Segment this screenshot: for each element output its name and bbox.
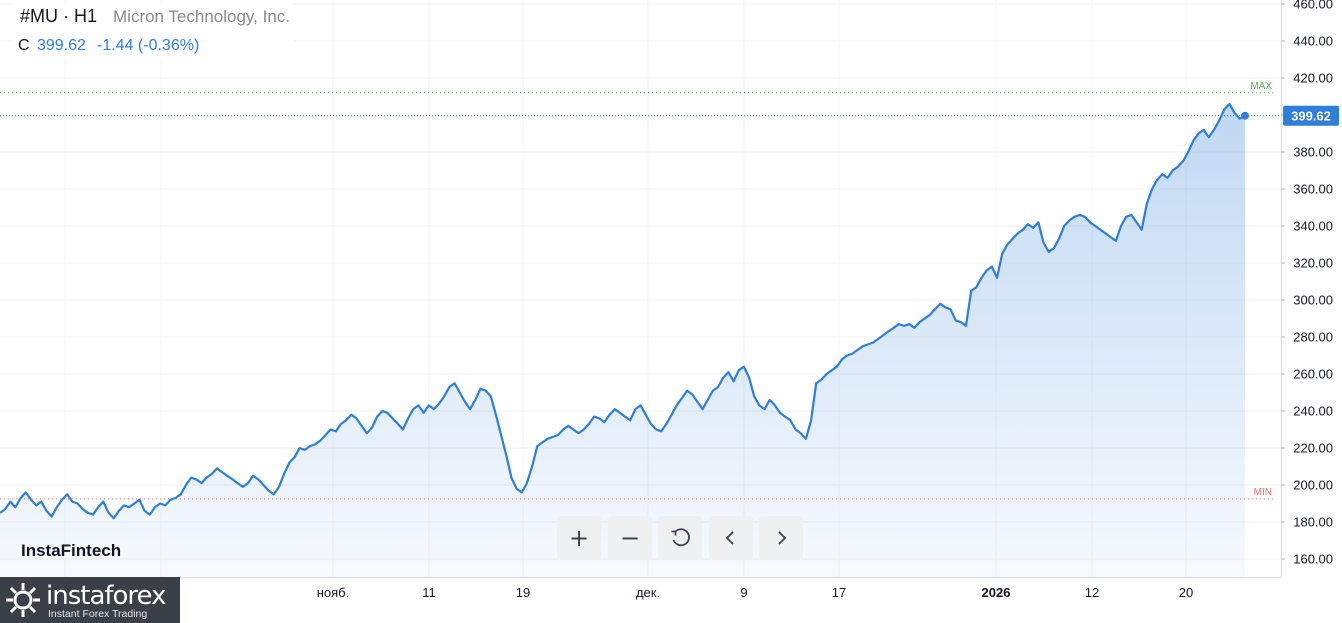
- symbol-legend: #MU · H1 Micron Technology, Inc. C 399.6…: [12, 2, 294, 60]
- x-tick-label: 9: [740, 585, 747, 600]
- y-tick-label: 160.00: [1293, 552, 1333, 567]
- company-name: Micron Technology, Inc.: [113, 7, 291, 26]
- y-tick-label: 440.00: [1293, 34, 1333, 49]
- scroll-back-button[interactable]: [709, 516, 753, 560]
- reset-button[interactable]: [658, 516, 702, 560]
- scroll-forward-button[interactable]: [759, 516, 803, 560]
- y-axis: 160.00 180.00 200.00 220.00 240.00 260.00 280.…: [1281, 0, 1333, 567]
- reference-lines: MAX MIN: [0, 81, 1281, 500]
- last-price-badge: [1283, 105, 1339, 126]
- chevron-right-icon: [778, 531, 787, 545]
- chevron-left-icon: [725, 531, 734, 545]
- logo-wordmark: instaforex: [46, 581, 166, 611]
- close-label: C: [18, 37, 30, 54]
- y-tick-label: 180.00: [1293, 515, 1333, 530]
- last-price-dot: [1241, 111, 1249, 120]
- x-tick-label: 11: [422, 585, 436, 600]
- x-tick-label: нояб.: [317, 585, 350, 600]
- max-label: MAX: [1250, 81, 1272, 92]
- min-label: MIN: [1254, 487, 1272, 498]
- zoom-in-button[interactable]: +: [557, 516, 601, 560]
- symbol-label: #MU · H1: [20, 6, 98, 26]
- price-area: [0, 103, 1245, 578]
- x-tick-label: 2026: [982, 585, 1011, 600]
- instaforex-logo: instaforex Instant Forex Trading: [0, 577, 180, 623]
- last-price-tag: 399.62: [1241, 105, 1339, 126]
- x-tick-label: 17: [832, 585, 846, 600]
- y-tick-label: 240.00: [1293, 404, 1333, 419]
- instaforex-logo-icon: [6, 583, 40, 617]
- x-tick-label: дек.: [636, 585, 660, 600]
- y-tick-label: 340.00: [1293, 219, 1333, 234]
- y-tick-label: 360.00: [1293, 182, 1333, 197]
- price-line: [0, 102, 1246, 520]
- x-tick-label: 12: [1085, 585, 1099, 600]
- last-price-label: 399.62: [1291, 109, 1331, 124]
- y-tick-label: 380.00: [1293, 145, 1333, 160]
- y-tick-label: 320.00: [1293, 256, 1333, 271]
- y-tick-label: 260.00: [1293, 367, 1333, 382]
- y-tick-label: 200.00: [1293, 478, 1333, 493]
- reset-icon: [671, 528, 690, 547]
- y-tick-label: 280.00: [1293, 330, 1333, 345]
- y-tick-label: 420.00: [1293, 71, 1333, 86]
- logo-tagline: Instant Forex Trading: [48, 608, 148, 620]
- watermark: InstaFintech: [21, 541, 122, 560]
- x-tick-label: 19: [516, 585, 530, 600]
- y-tick-label: 220.00: [1293, 441, 1333, 456]
- x-tick-label: 20: [1179, 585, 1193, 600]
- y-tick-label: 300.00: [1293, 293, 1333, 308]
- close-value: 399.62: [37, 37, 86, 54]
- zoom-out-button[interactable]: −: [608, 516, 652, 560]
- y-tick-label: 460.00: [1293, 0, 1333, 12]
- price-change: -1.44 (-0.36%): [97, 37, 200, 54]
